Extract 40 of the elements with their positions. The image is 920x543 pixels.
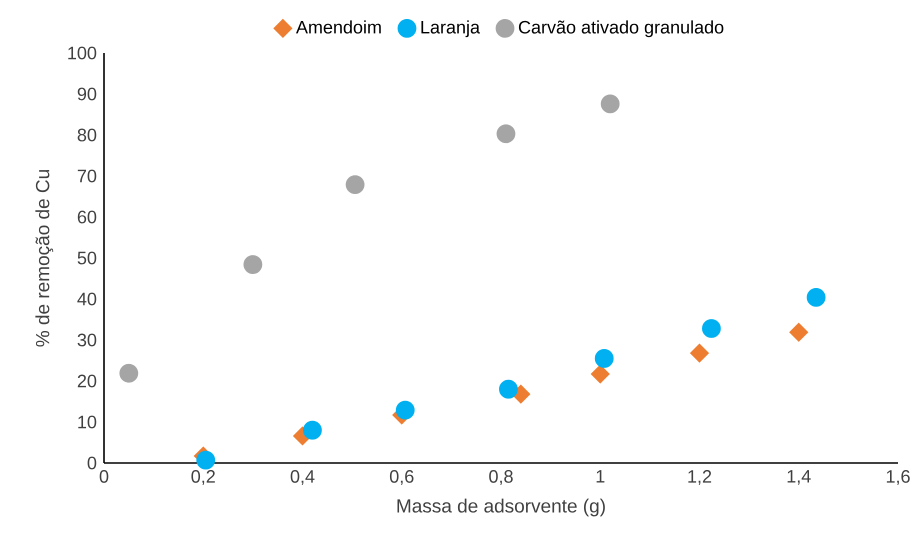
x-tick-label: 1 xyxy=(596,470,604,482)
point xyxy=(496,124,516,144)
point xyxy=(702,319,721,338)
x-tick-label: 0,2 xyxy=(191,470,215,485)
point xyxy=(303,420,322,440)
legend-label: Carvão ativado granulado xyxy=(518,20,724,38)
point xyxy=(196,450,216,470)
y-tick-label: 70 xyxy=(78,170,96,182)
legend-label: Laranja xyxy=(421,20,480,38)
x-tick-label: 1,6 xyxy=(886,470,910,485)
point xyxy=(806,288,826,307)
x-tick-label: 1,4 xyxy=(788,470,811,485)
point xyxy=(690,344,709,363)
x-axis-title: Massa de adsorvente (g) xyxy=(397,498,605,516)
y-axis-title: % de remoção de Cu xyxy=(35,170,54,347)
y-tick-label: 10 xyxy=(78,416,96,428)
x-tick-label: 0 xyxy=(100,470,108,483)
y-tick-label: 80 xyxy=(78,128,96,142)
point xyxy=(243,255,262,274)
x-tick-label: 0,6 xyxy=(390,470,414,485)
point xyxy=(499,380,518,399)
y-tick-label: 100 xyxy=(68,46,96,60)
y-tick-label: 60 xyxy=(78,210,96,224)
y-tick-label: 50 xyxy=(78,252,96,264)
point xyxy=(396,400,415,420)
x-tick-label: 0,8 xyxy=(489,470,513,485)
point xyxy=(600,94,620,114)
y-tick-label: 30 xyxy=(78,334,96,346)
point xyxy=(346,175,365,194)
y-tick-label: 40 xyxy=(77,292,96,306)
x-tick-label: 1,2 xyxy=(688,470,712,485)
point xyxy=(119,364,138,383)
point xyxy=(594,349,614,368)
y-tick-label: 0 xyxy=(88,456,96,470)
point xyxy=(789,322,808,342)
y-tick-label: 90 xyxy=(78,88,96,100)
point xyxy=(590,364,610,384)
y-tick-label: 20 xyxy=(78,374,96,388)
legend-label: Amendoim xyxy=(296,20,381,34)
x-tick-label: 0,4 xyxy=(290,470,314,485)
